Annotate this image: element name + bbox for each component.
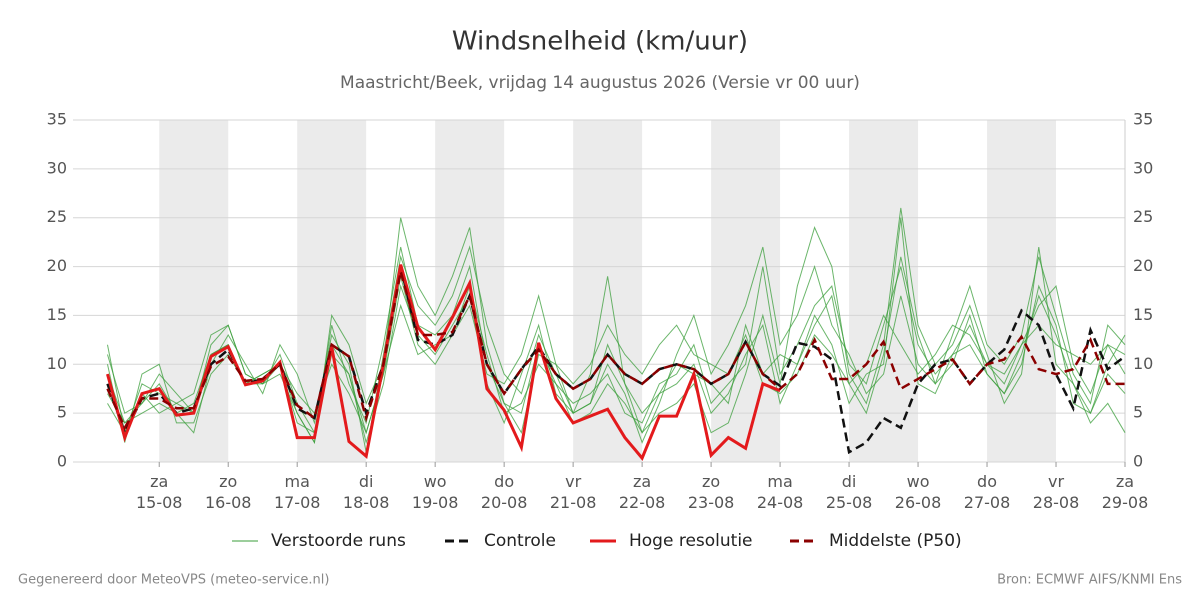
- x-tick-label-line: 17-08: [274, 493, 321, 512]
- x-tick-label: vr 28-08: [1033, 472, 1080, 512]
- x-tick-label-line: ma: [285, 472, 310, 491]
- y-tick-label: 15: [47, 305, 67, 324]
- x-tick-label: ma 17-08: [274, 472, 321, 512]
- legend-label: Hoge resolutie: [629, 531, 753, 551]
- x-tick-label-line: 26-08: [895, 493, 942, 512]
- day-band: [987, 120, 1057, 462]
- x-tick-label: zo 16-08: [205, 472, 252, 512]
- y2-tick-label: 25: [1133, 207, 1153, 226]
- x-tick-label-line: zo: [702, 472, 720, 491]
- chart-subtitle: Maastricht/Beek, vrijdag 14 augustus 202…: [340, 73, 860, 93]
- x-tick-label-line: do: [494, 472, 514, 491]
- day-band: [849, 120, 919, 462]
- x-tick-label-line: 15-08: [136, 493, 183, 512]
- y2-tick-label: 30: [1133, 158, 1153, 177]
- x-tick-label-line: 28-08: [1033, 493, 1080, 512]
- x-tick-label: do 20-08: [481, 472, 528, 512]
- day-band: [297, 120, 367, 462]
- x-tick-label-line: wo: [424, 472, 447, 491]
- y-tick-label: 10: [47, 354, 67, 373]
- ensemble-line: [107, 207, 1126, 444]
- x-tick-label-line: 16-08: [205, 493, 252, 512]
- y-tick-label: 0: [57, 452, 67, 471]
- x-tick-label-line: 24-08: [757, 493, 804, 512]
- y2-tick-label: 20: [1133, 256, 1153, 275]
- y-tick-label: 5: [57, 403, 67, 422]
- x-tick-label: ma 24-08: [757, 472, 804, 512]
- x-tick-label-line: za: [633, 472, 651, 491]
- x-tick-label-line: di: [842, 472, 857, 491]
- x-tick-label: vr 21-08: [550, 472, 597, 512]
- x-tick-label-line: wo: [907, 472, 930, 491]
- x-tick-label-line: ma: [767, 472, 792, 491]
- chart-title: Windsnelheid (km/uur): [452, 27, 748, 57]
- x-tick-label-line: 21-08: [550, 493, 597, 512]
- y-tick-label: 25: [47, 207, 67, 226]
- x-tick-label: za 15-08: [136, 472, 183, 512]
- y2-tick-label: 35: [1133, 110, 1153, 129]
- x-tick-label-line: di: [359, 472, 374, 491]
- x-tick-label-line: 23-08: [688, 493, 735, 512]
- day-band: [573, 120, 643, 462]
- footer-left: Gegenereerd door MeteoVPS (meteo-service…: [18, 573, 329, 588]
- x-tick-label: di 25-08: [826, 472, 873, 512]
- x-tick-label-line: za: [1116, 472, 1134, 491]
- legend-label: Verstoorde runs: [271, 531, 406, 551]
- x-tick-label: wo 26-08: [895, 472, 942, 512]
- x-tick-label-line: za: [150, 472, 168, 491]
- x-tick-label-line: 19-08: [412, 493, 459, 512]
- series-line: [106, 271, 1125, 431]
- x-tick-label-line: 18-08: [343, 493, 390, 512]
- x-tick-label: za 22-08: [619, 472, 666, 512]
- x-tick-label: do 27-08: [964, 472, 1011, 512]
- footer-right: Bron: ECMWF AIFS/KNMI Ens: [997, 573, 1182, 588]
- x-tick-label-line: 22-08: [619, 493, 666, 512]
- legend-label: Middelste (P50): [829, 531, 962, 551]
- y-tick-label: 20: [47, 256, 67, 275]
- x-tick-label: zo 23-08: [688, 472, 735, 512]
- x-tick-label: wo 19-08: [412, 472, 459, 512]
- legend-label: Controle: [484, 531, 556, 551]
- x-tick-label-line: vr: [565, 472, 581, 491]
- y2-tick-label: 15: [1133, 305, 1153, 324]
- day-band: [711, 120, 781, 462]
- x-tick-label-line: 20-08: [481, 493, 528, 512]
- x-tick-label-line: 27-08: [964, 493, 1011, 512]
- y2-tick-label: 10: [1133, 354, 1153, 373]
- y2-tick-label: 5: [1133, 403, 1143, 422]
- y-tick-label: 30: [47, 158, 67, 177]
- x-tick-label-line: zo: [219, 472, 237, 491]
- x-tick-label-line: 29-08: [1102, 493, 1149, 512]
- x-tick-label: di 18-08: [343, 472, 390, 512]
- y2-tick-label: 0: [1133, 452, 1143, 471]
- x-tick-label-line: 25-08: [826, 493, 873, 512]
- x-tick-label-line: vr: [1048, 472, 1064, 491]
- ensemble-line: [107, 245, 1126, 453]
- x-tick-label-line: do: [977, 472, 997, 491]
- x-tick-label: za 29-08: [1102, 472, 1149, 512]
- y-tick-label: 35: [47, 110, 67, 129]
